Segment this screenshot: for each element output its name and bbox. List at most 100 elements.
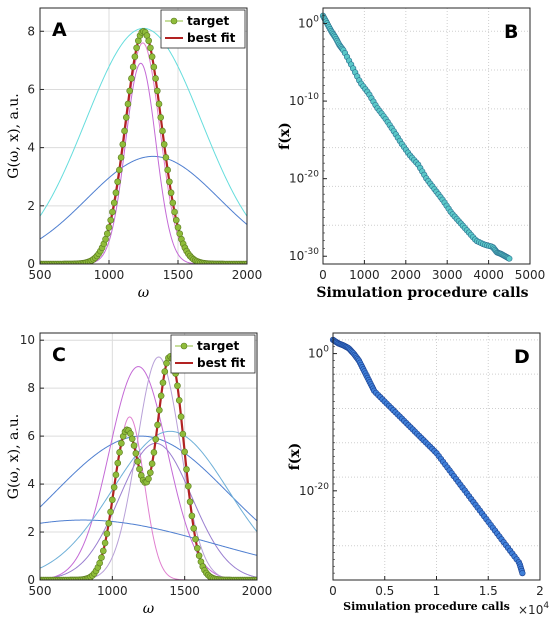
panel-letter: A: [52, 19, 67, 41]
legend-bestfit-label: best fit: [187, 31, 236, 45]
target-point: [103, 230, 111, 237]
target-point: [114, 459, 122, 467]
legend-target-marker: [180, 342, 188, 350]
axes-box: [39, 7, 248, 265]
target-point: [179, 430, 187, 438]
y-tick-label: 0: [27, 573, 35, 587]
target-point: [175, 397, 183, 404]
target-point: [152, 75, 159, 82]
y-tick-label: 8: [27, 24, 35, 38]
target-point: [154, 87, 161, 95]
panel-A: 500 1000 1500 2000 0 2 4 6 8 ω G(ω, x), a.u. A targe…: [6, 7, 263, 301]
target-point: [107, 508, 114, 516]
x-tick-label: 2000: [232, 268, 263, 282]
target-point: [154, 421, 161, 429]
target-point: [156, 406, 163, 414]
target-point: [243, 260, 247, 264]
target-point: [96, 559, 103, 567]
y-tick-label: 4: [27, 477, 35, 491]
y-tick-label: 0: [27, 257, 35, 271]
target-point: [116, 166, 123, 174]
target-point: [162, 154, 170, 161]
legend-target-marker: [170, 17, 178, 25]
target-point: [152, 435, 160, 443]
target-point: [136, 465, 143, 473]
target-point: [183, 466, 190, 473]
y-tick-label: 100: [298, 15, 319, 31]
target-point: [174, 382, 181, 390]
target-point: [181, 448, 188, 456]
target-point: [124, 100, 132, 108]
target-point: [121, 127, 128, 135]
x-axis-label: Simulation procedure calls: [316, 285, 528, 301]
target-point: [109, 496, 116, 504]
trial-curve: [40, 27, 247, 217]
trial-curve: [40, 430, 257, 569]
target-point: [101, 539, 109, 547]
legend: target best fit: [160, 9, 246, 49]
target-point: [164, 166, 171, 174]
target-point: [253, 576, 257, 580]
trial-curve: [40, 62, 247, 264]
target-point: [126, 87, 133, 95]
target-point: [159, 127, 166, 135]
target-point: [157, 114, 165, 121]
data-point: [506, 255, 513, 262]
trial-curve: [40, 519, 257, 556]
trial-curve: [40, 42, 247, 264]
y-tick-label: 100: [308, 345, 329, 361]
target-point: [114, 178, 121, 186]
trial-curve: [40, 155, 247, 240]
target-point: [145, 37, 152, 45]
target-point: [184, 482, 192, 490]
target-point: [157, 392, 165, 400]
x-tick-label: 1500: [169, 584, 200, 598]
target-point: [147, 469, 154, 476]
target-point: [159, 379, 167, 386]
target-point: [110, 483, 118, 491]
x-tick-label: 0.5: [375, 584, 394, 598]
panel-B: 0 1000 2000 3000 4000 5000 100 10-10 10-20 10-30 B…: [277, 7, 546, 301]
y-tick-label: 2: [27, 199, 35, 213]
y-tick-label: 4: [27, 141, 35, 155]
target-point: [150, 63, 158, 71]
x-tick-label: 0: [319, 268, 327, 282]
target-point: [186, 498, 194, 506]
x-axis-label: ω: [143, 601, 155, 617]
y-tick-label: 10-20: [299, 482, 329, 498]
target-point: [160, 141, 168, 148]
target-point: [147, 44, 154, 52]
target-point: [102, 235, 109, 243]
target-point: [177, 413, 185, 420]
series-line: [332, 339, 523, 574]
legend-box: [160, 9, 246, 49]
target-point: [112, 189, 120, 197]
target-point: [130, 442, 138, 449]
target-point: [150, 449, 158, 456]
panel-D: 0 0.5 1 1.5 2 100 10-20 Df(x) Simulation procedu…: [287, 332, 549, 617]
x-tick-label: 4000: [473, 268, 504, 282]
axes-box: [39, 332, 258, 581]
target-point: [105, 224, 113, 231]
target-point: [145, 475, 152, 483]
x-tick-label: 5000: [515, 268, 546, 282]
x-tick-label: 500: [29, 268, 52, 282]
target-point: [122, 114, 130, 121]
target-point: [118, 439, 125, 447]
y-tick-label: 2: [27, 525, 35, 539]
x-axis-label: Simulation procedure calls: [343, 600, 510, 613]
panel-C: 500 1000 1500 2000 0 2 4 6 8 10 ω G(ω, x), a.u. C tar…: [6, 332, 272, 617]
panel-letter: B: [504, 21, 518, 43]
target-point: [128, 435, 136, 443]
target-point: [107, 216, 115, 224]
target-point: [112, 471, 120, 479]
target-point: [134, 458, 141, 465]
legend-box: [170, 334, 256, 374]
target-point: [192, 535, 199, 543]
x-tick-label: 1: [433, 584, 441, 598]
legend-target-label: target: [197, 339, 239, 353]
data-point: [519, 570, 526, 577]
trial-curve: [40, 435, 257, 522]
target-point: [117, 154, 125, 161]
